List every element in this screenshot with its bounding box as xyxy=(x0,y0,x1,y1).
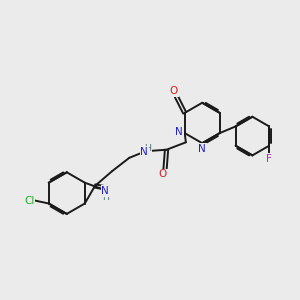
Text: H: H xyxy=(102,194,109,202)
Text: O: O xyxy=(170,86,178,96)
Text: N: N xyxy=(176,127,183,136)
Text: F: F xyxy=(266,154,272,164)
Text: O: O xyxy=(158,169,167,179)
Text: N: N xyxy=(101,186,109,196)
Text: H: H xyxy=(145,144,152,153)
Text: N: N xyxy=(198,144,206,154)
Text: Cl: Cl xyxy=(24,196,34,206)
Text: N: N xyxy=(140,147,148,157)
